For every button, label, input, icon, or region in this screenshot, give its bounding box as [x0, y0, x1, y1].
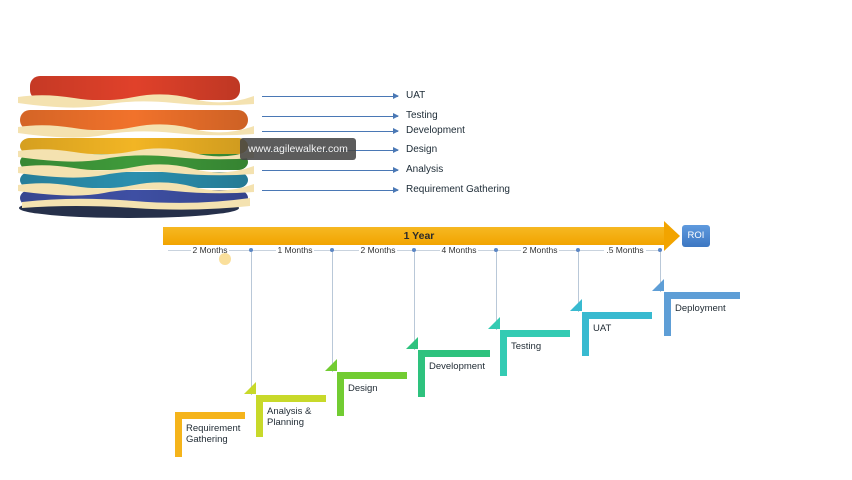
layer-arrow [262, 167, 399, 173]
timeline-guide-line [578, 252, 579, 312]
phase-step-tread [664, 292, 740, 299]
phase-label-line: Gathering [186, 434, 228, 445]
phase-label: Development [429, 361, 485, 372]
cake-frosting [18, 182, 254, 196]
cake-frosting [18, 124, 254, 138]
phase-step-corner [406, 337, 418, 349]
timeline-separator-dot [330, 248, 334, 252]
layer-arrow [262, 128, 399, 134]
cake-frosting [18, 164, 254, 178]
phase-step-riser [500, 330, 507, 376]
duration-label: 4 Months [439, 245, 479, 255]
phase-label: Design [348, 383, 378, 394]
phase-step-riser [664, 292, 671, 336]
phase-label: Analysis & Planning [267, 406, 311, 428]
cake-layer-shading [20, 138, 248, 154]
timeline-guide-line [251, 252, 252, 395]
duration-label: 2 Months [520, 245, 560, 255]
phase-label-line: Analysis & [267, 406, 312, 417]
timeline-separator-dot [412, 248, 416, 252]
layer-label: Analysis [406, 164, 444, 175]
phase-step-tread [582, 312, 652, 319]
phase-step-riser [256, 395, 263, 437]
timeline-separator-dot [576, 248, 580, 252]
mouse-cursor-highlight [219, 253, 231, 265]
phase-label-line: Design [348, 383, 378, 394]
layer-arrow [262, 113, 399, 119]
phase-step-tread [175, 412, 245, 419]
layer-arrow [262, 93, 399, 99]
phase-label-line: Planning [267, 417, 304, 428]
phase-step-tread [337, 372, 407, 379]
phase-label: Testing [511, 341, 541, 352]
timeline-separator-dot [658, 248, 662, 252]
timeline-guide-line [414, 252, 415, 350]
phase-step-corner [652, 279, 664, 291]
phase-label: Deployment [675, 303, 726, 314]
phase-step-tread [500, 330, 570, 337]
layer-label: Testing [406, 110, 438, 121]
year-timeline-arrowhead [664, 221, 680, 251]
duration-label: 1 Months [275, 245, 315, 255]
timeline-separator-dot [494, 248, 498, 252]
timeline-guide-line [332, 252, 333, 372]
layer-label: Design [406, 144, 438, 155]
phase-label-line: UAT [593, 323, 612, 334]
phase-step-corner [488, 317, 500, 329]
phase-step-tread [418, 350, 490, 357]
duration-label: 2 Months [190, 245, 230, 255]
phase-step-riser [175, 412, 182, 457]
timeline-guide-line [496, 252, 497, 330]
cake-layer-shading [30, 76, 240, 100]
rainbow-cake-illustration [18, 76, 254, 218]
cake-layer-shading [20, 110, 248, 130]
roi-badge: ROI [682, 225, 710, 247]
phase-step-riser [418, 350, 425, 397]
phase-step-corner [244, 382, 256, 394]
phase-label-line: Development [429, 361, 485, 372]
phase-step-riser [337, 372, 344, 416]
phase-label-line: Testing [511, 341, 542, 352]
duration-label: 2 Months [358, 245, 398, 255]
cake-frosting [18, 148, 254, 162]
timeline-separator-dot [249, 248, 253, 252]
layer-label: UAT [406, 90, 426, 101]
phase-step-riser [582, 312, 589, 356]
watermark: www.agilewalker.com [240, 138, 356, 160]
phase-label: Requirement Gathering [186, 423, 240, 445]
phase-step-corner [325, 359, 337, 371]
phase-label: UAT [593, 323, 611, 334]
layer-arrow [262, 187, 399, 193]
phase-step-corner [570, 299, 582, 311]
phase-label-line: Requirement [186, 423, 241, 434]
year-timeline-bar [163, 227, 665, 245]
year-label: 1 Year [403, 230, 435, 242]
layer-label: Development [406, 125, 465, 136]
phase-label-line: Deployment [675, 303, 726, 314]
timeline-guide-line [660, 252, 661, 292]
cake-frosting [18, 94, 254, 108]
duration-label: .5 Months [604, 245, 646, 255]
layer-label: Requirement Gathering [406, 184, 510, 195]
cake-frosting [22, 198, 250, 210]
phase-step-tread [256, 395, 326, 402]
